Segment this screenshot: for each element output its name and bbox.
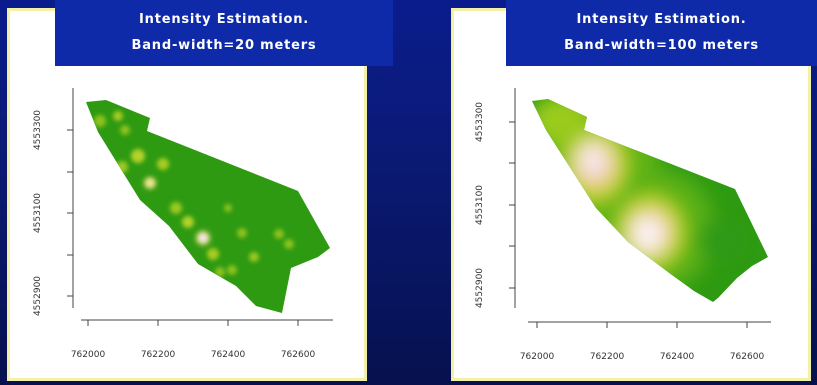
x-tick-label: 762000	[520, 352, 555, 362]
y-tick-label: 4553300	[475, 102, 485, 142]
intensity-surface-right	[532, 99, 742, 290]
y-ticks-left: 4552900 4553100 4553300	[33, 110, 73, 316]
chart-title-line1: Intensity Estimation.	[139, 12, 309, 27]
y-tick-label: 4552900	[475, 268, 485, 308]
x-tick-label: 762600	[730, 352, 765, 362]
x-tick-label: 762400	[660, 352, 695, 362]
plot-frame-left	[72, 88, 333, 321]
y-tick-label: 4553100	[33, 193, 43, 233]
x-ticks-left: 762000 762200 762400 762600	[71, 320, 316, 360]
chart-title-bandwidth-100: Intensity Estimation. Band-width=100 met…	[506, 0, 817, 66]
chart-title-line2: Band-width=20 meters	[131, 38, 317, 53]
x-tick-label: 762600	[281, 350, 316, 360]
chart-title-line2: Band-width=100 meters	[564, 38, 759, 53]
chart-title-line1: Intensity Estimation.	[576, 12, 747, 27]
x-tick-label: 762200	[590, 352, 625, 362]
chart-title-bandwidth-20: Intensity Estimation. Band-width=20 mete…	[55, 0, 393, 66]
hotspots-left	[94, 111, 294, 277]
y-tick-label: 4552900	[33, 276, 43, 316]
study-area-right	[532, 99, 768, 302]
y-tick-label: 4553100	[475, 185, 485, 225]
plot-frame-right	[514, 88, 771, 323]
x-tick-label: 762200	[141, 350, 176, 360]
x-tick-label: 762000	[71, 350, 106, 360]
y-tick-label: 4553300	[33, 110, 43, 150]
y-ticks-right: 4552900 4553100 4553300	[475, 102, 515, 308]
x-ticks-right: 762000 762200 762400 762600	[520, 322, 765, 362]
x-tick-label: 762400	[211, 350, 246, 360]
study-area-left	[86, 100, 330, 313]
